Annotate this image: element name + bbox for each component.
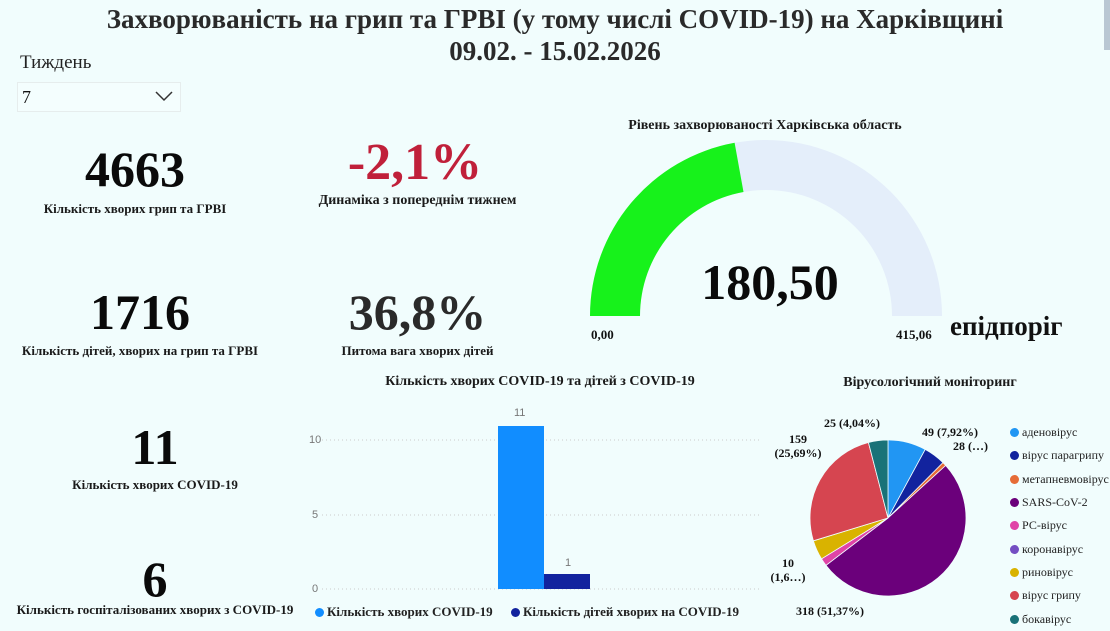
date-range: 09.02. - 15.02.2026 (449, 36, 661, 66)
dynamics-value: -2,1% (347, 134, 483, 191)
week-filter-label: Тиждень (20, 52, 92, 73)
legend-dot-icon (1010, 451, 1019, 461)
pie-slice-SARS-CoV-2[interactable] (825, 464, 967, 597)
pie-label-rs: 10 (1,6…) (770, 556, 806, 584)
legend-label: аденовірус (1022, 425, 1078, 440)
legend-dot-icon (1010, 428, 1019, 438)
pie-label-parainfluenza: 28 (…) (953, 439, 988, 453)
pie-legend: аденовірус вірус парагрипу метапневмовір… (1010, 421, 1109, 631)
legend-dot-icon (1010, 591, 1019, 601)
legend-rhinovirus[interactable]: риновірус (1010, 561, 1109, 584)
scrollbar[interactable] (1104, 0, 1110, 50)
legend-dot-icon (1010, 567, 1019, 577)
legend-dot-icon (1010, 498, 1019, 508)
pie-label-flu: 159 (25,69%) (774, 432, 822, 460)
covid-bar-chart-title: Кількість хворих COVID-19 та дітей з COV… (385, 374, 695, 389)
children-share-value: 36,8% (348, 284, 487, 340)
legend-label: метапневмовірус (1022, 471, 1109, 486)
covid-hosp-value: 6 (142, 551, 168, 607)
gauge-value: 180,50 (701, 254, 839, 310)
bar-label-children: 1 (565, 557, 572, 569)
legend-sars-cov-2[interactable]: SARS-CoV-2 (1010, 491, 1109, 514)
children-share-label: Питома вага хворих дітей (341, 343, 494, 358)
legend-dot-icon (511, 607, 520, 617)
flu-cases-value: 4663 (85, 141, 185, 197)
covid-cases-value: 11 (131, 419, 179, 475)
chevron-down-icon[interactable] (154, 89, 174, 108)
dynamics-label: Динаміка з попереднім тижнем (318, 193, 517, 208)
children-cases-label: Кількість дітей, хворих на грип та ГРВІ (21, 343, 259, 358)
legend-dot-icon (315, 607, 324, 617)
legend-label: бокавірус (1022, 611, 1072, 626)
covid-bar-chart (300, 395, 765, 600)
legend-label: коронавірус (1022, 541, 1084, 556)
covid-cases-label: Кількість хворих COVID-19 (72, 477, 238, 492)
week-dropdown[interactable]: 7 (17, 82, 181, 112)
flu-cases-label: Кількість хворих грип та ГРВІ (43, 201, 227, 216)
legend-label: риновірус (1022, 564, 1074, 579)
legend-label: Кількість хворих COVID-19 (327, 604, 493, 619)
epidemic-threshold-label: епідпоріг (950, 311, 1063, 341)
legend-coronavirus[interactable]: коронавірус (1010, 537, 1109, 560)
y-tick-10: 10 (309, 434, 322, 446)
week-dropdown-value: 7 (22, 87, 31, 107)
covid-hosp-label: Кількість госпіталізованих хворих з COVI… (16, 602, 294, 617)
legend-rs-virus[interactable]: РС-вірус (1010, 514, 1109, 537)
pie-slice-вірус грипу[interactable] (809, 442, 889, 542)
legend-influenza[interactable]: вірус грипу (1010, 584, 1109, 607)
legend-parainfluenza[interactable]: вірус парагрипу (1010, 444, 1109, 467)
legend-children-covid[interactable]: Кількість дітей хворих на COVID-19 (511, 604, 739, 620)
pie-label-sars: 318 (51,37%) (796, 604, 864, 618)
page-title: Захворюваність на грип та ГРВІ (у тому ч… (106, 4, 1004, 34)
legend-bocavirus[interactable]: бокавірус (1010, 607, 1109, 630)
pie-slice-бокавірус[interactable] (867, 439, 889, 519)
gauge-min: 0,00 (591, 327, 614, 342)
legend-label: SARS-CoV-2 (1022, 495, 1088, 510)
children-cases-value: 1716 (90, 284, 190, 340)
legend-metapneumovirus[interactable]: метапневмовірус (1010, 468, 1109, 491)
legend-dot-icon (1010, 544, 1019, 554)
pie-label-adeno: 49 (7,92%) (922, 425, 978, 439)
gauge-max: 415,06 (896, 327, 932, 342)
legend-label: вірус парагрипу (1022, 448, 1105, 463)
gauge-title: Рівень захворюваності Харківська область (628, 118, 902, 133)
virology-pie-title: Вірусологічний моніторинг (843, 375, 1017, 390)
virology-pie-chart (790, 420, 990, 625)
legend-dot-icon (1010, 521, 1019, 531)
incidence-gauge (590, 135, 950, 330)
y-tick-5: 5 (312, 509, 319, 521)
legend-label: Кількість дітей хворих на COVID-19 (523, 604, 739, 619)
bar-label-covid: 11 (514, 407, 526, 419)
legend-dot-icon (1010, 614, 1019, 624)
legend-label: РС-вірус (1022, 518, 1067, 533)
pie-label-boca: 25 (4,04%) (824, 416, 880, 430)
legend-adenovirus[interactable]: аденовірус (1010, 421, 1109, 444)
y-tick-0: 0 (312, 583, 319, 595)
legend-label: вірус грипу (1022, 588, 1081, 603)
legend-dot-icon (1010, 474, 1019, 484)
legend-covid-cases[interactable]: Кількість хворих COVID-19 (315, 604, 493, 620)
